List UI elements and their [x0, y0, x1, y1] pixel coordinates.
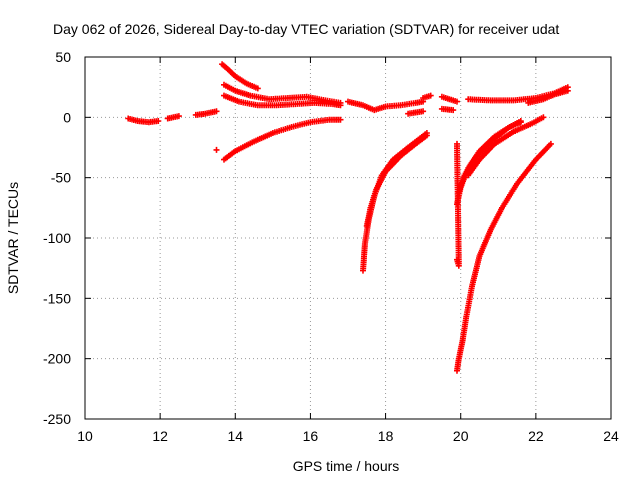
data-point [175, 113, 182, 120]
y-tick-label: -100 [43, 230, 71, 246]
data-point [454, 98, 460, 105]
data-point [450, 107, 457, 114]
data-series [221, 116, 344, 163]
x-tick-label: 24 [603, 428, 619, 444]
y-tick-label: -150 [43, 290, 71, 306]
grid [85, 57, 611, 419]
data-series [454, 140, 462, 269]
data-series [345, 98, 427, 114]
chart-title: Day 062 of 2026, Sidereal Day-to-day VTE… [53, 21, 559, 37]
plot-frame [84, 56, 612, 420]
data-series [219, 61, 261, 92]
y-tick-label: -200 [43, 351, 71, 367]
data-point [564, 87, 571, 94]
data-point [337, 102, 344, 109]
y-tick-label: -250 [43, 411, 71, 427]
x-tick-label: 14 [227, 428, 243, 444]
data-series [363, 132, 430, 229]
data-series [525, 87, 571, 106]
data-point [540, 114, 547, 121]
data-point [423, 132, 430, 139]
data-series [420, 92, 434, 101]
data-series [192, 108, 220, 118]
data-point [254, 85, 261, 92]
data-point [420, 108, 427, 115]
axis-ticks: 10 12 14 16 18 20 22 24 50 0 -50 -100 -150 -200 -250 [43, 49, 619, 444]
data-series [454, 140, 554, 374]
data-point [155, 118, 162, 124]
data-series [438, 105, 457, 114]
data-series [125, 115, 162, 126]
x-tick-label: 18 [378, 428, 394, 444]
y-tick-label: -50 [51, 170, 71, 186]
data-series [213, 146, 220, 153]
y-axis-label: SDTVAR / TECUs [5, 182, 21, 294]
x-tick-label: 16 [303, 428, 319, 444]
x-axis-label: GPS time / hours [293, 458, 400, 474]
y-tick-label: 50 [55, 49, 71, 65]
data-point [337, 116, 344, 123]
x-tick-label: 22 [528, 428, 544, 444]
data-series [465, 114, 547, 179]
data-series [221, 92, 344, 109]
data-point [454, 140, 460, 147]
x-tick-label: 20 [453, 428, 469, 444]
data-series [164, 113, 182, 122]
data-points [125, 61, 571, 374]
x-tick-label: 12 [152, 428, 168, 444]
data-point [547, 140, 554, 147]
data-point [517, 119, 524, 126]
y-tick-label: 0 [63, 109, 71, 125]
data-series [438, 93, 460, 105]
data-series [221, 81, 344, 106]
data-point [213, 108, 220, 115]
x-tick-label: 10 [77, 428, 93, 444]
data-point [213, 146, 220, 153]
data-series [405, 108, 427, 117]
data-point [427, 92, 434, 99]
